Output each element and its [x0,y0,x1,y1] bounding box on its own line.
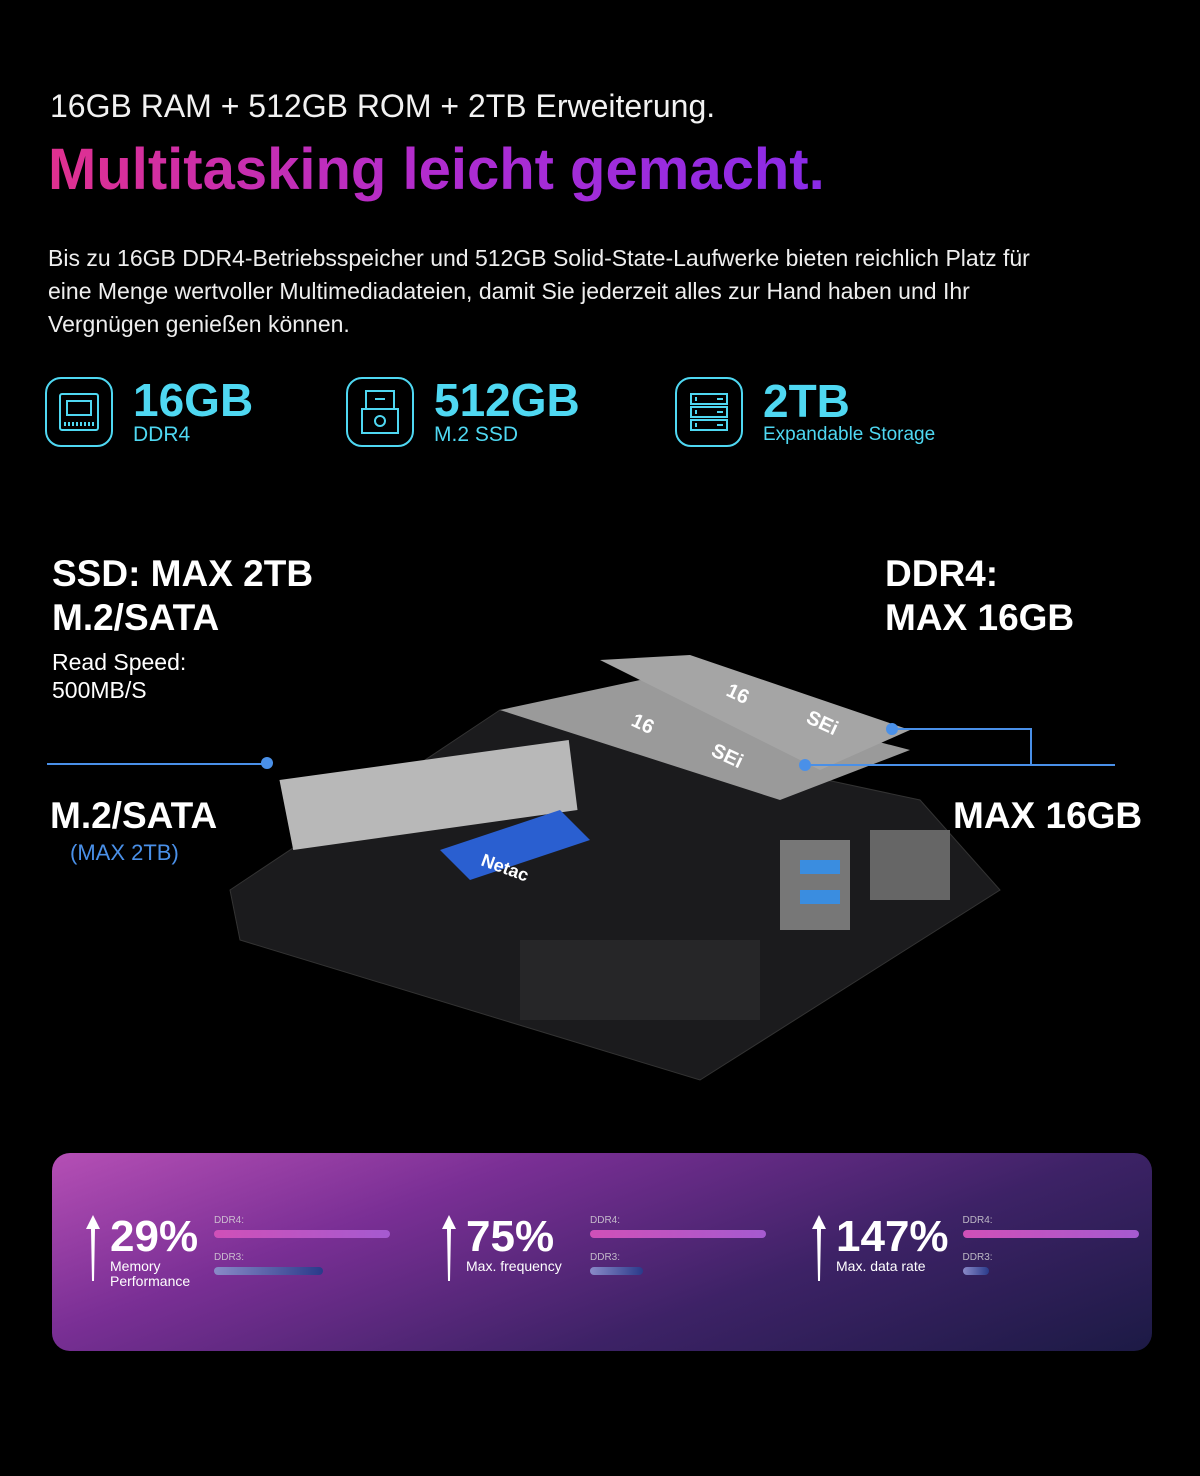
spec-value: 16GB [133,374,254,426]
stat-item: 75% Max. frequency DDR4: DDR3: [442,1215,766,1289]
ram-max: MAX 16GB [953,795,1143,836]
usb-ports [780,840,850,930]
ddr4-bar [214,1230,390,1238]
ddr4-bar [962,1230,1139,1238]
ddr3-label: DDR3: [962,1252,993,1263]
description: Bis zu 16GB DDR4-Betriebsspeicher und 51… [48,245,1030,337]
ram-icon [45,377,113,447]
stat-item: 147% Max. data rate DDR4: DDR3: [812,1215,1139,1289]
ddr3-bar [214,1267,324,1275]
spec-storage: 2TB Expandable Storage [675,377,935,447]
callout-line-ssd [47,763,269,765]
ddr3-bar [590,1267,643,1275]
callout-dot [261,757,273,769]
spec-label: M.2 SSD [434,423,519,446]
callout-bracket [892,728,1032,765]
stat-caption: Memory Performance [110,1258,191,1289]
page-title: Multitasking leicht gemacht. [48,137,825,202]
ddr3-bar [962,1267,989,1275]
callout-dot [799,759,811,771]
arrow-up-icon [442,1215,456,1281]
spec-value: 2TB [763,375,850,427]
ddr-title: DDR4: MAX 16GB [885,553,1075,638]
callout-line-ram [805,764,1115,766]
spec-ram: 16GB DDR4 [45,377,253,447]
arrow-up-icon [812,1215,826,1281]
m2-max: (MAX 2TB) [70,840,179,865]
stat-caption: Max. frequency [466,1258,562,1274]
ddr4-bar [590,1230,766,1238]
ssd-icon [346,377,414,447]
spec-label: Expandable Storage [763,424,936,445]
ddr4-label: DDR4: [962,1215,993,1226]
stat-item: 29% Memory Performance DDR4: DDR3: [86,1215,390,1289]
subtitle: 16GB RAM + 512GB ROM + 2TB Erweiterung. [50,88,716,124]
stat-percent: 75% [466,1212,555,1261]
stat-caption: Max. data rate [836,1258,926,1274]
ddr3-label: DDR3: [214,1252,245,1263]
ssd-label [440,810,590,880]
spec-ssd: 512GB M.2 SSD [346,377,580,447]
ssd-title: SSD: MAX 2TB M.2/SATA [52,553,314,638]
read-speed: Read Speed: 500MB/S [52,649,187,703]
spec-value: 512GB [434,374,580,426]
ddr3-label: DDR3: [590,1252,621,1263]
ethernet-port [870,830,950,900]
stat-percent: 147% [836,1212,949,1261]
stat-percent: 29% [110,1212,199,1261]
ddr4-label: DDR4: [590,1215,621,1226]
ram-module-2 [600,655,910,770]
m2-label: M.2/SATA [50,795,218,836]
stats-panel [52,1153,1152,1351]
callout-dot [886,723,898,735]
ssd-module [279,740,578,850]
spec-label: DDR4 [133,423,191,446]
arrow-up-icon [86,1215,100,1281]
motherboard-image: 16 SEi 16 SEi Netac [229,655,1001,1081]
ddr4-label: DDR4: [214,1215,245,1226]
server-storage-icon [675,377,743,447]
